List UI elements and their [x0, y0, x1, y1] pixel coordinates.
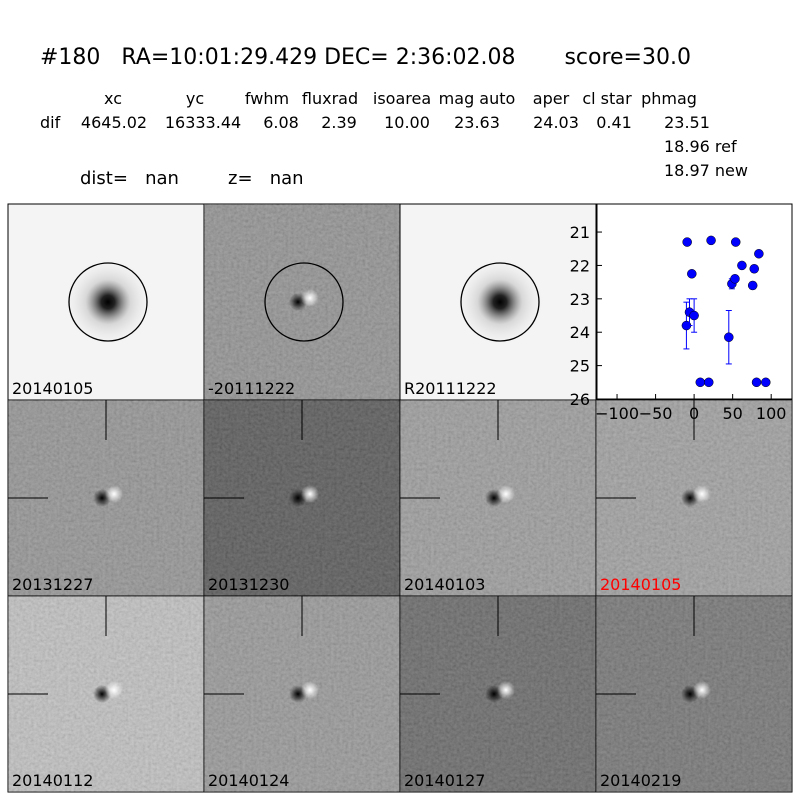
stamp-label: 20140105 — [12, 379, 93, 398]
cell: 24.03 — [533, 113, 579, 132]
stamp-label: 20131230 — [208, 575, 289, 594]
y-tick-label: 24 — [570, 323, 590, 342]
source — [63, 257, 153, 347]
stamp-label: 20140127 — [404, 771, 485, 790]
point — [761, 377, 771, 388]
phmag-extra: 18.96 ref — [664, 137, 737, 156]
dipole-light — [301, 485, 319, 503]
title: #180 RA=10:01:29.429 DEC= 2:36:02.08 sco… — [40, 45, 691, 70]
column-header: cl star — [582, 89, 632, 108]
point — [730, 274, 740, 284]
cell: 6.08 — [263, 113, 299, 132]
source — [455, 257, 545, 347]
cell: 23.51 — [664, 113, 710, 132]
y-tick-label: 26 — [570, 390, 590, 409]
stamp-label: 20131227 — [12, 575, 93, 594]
phmag-extra: 18.97 new — [664, 161, 748, 180]
aperture — [68, 262, 148, 342]
point — [706, 235, 716, 246]
x-tick-label: 100 — [756, 404, 787, 423]
point — [695, 377, 706, 388]
aperture — [460, 262, 540, 342]
point — [724, 332, 734, 342]
dipole-light — [301, 289, 319, 307]
redshift: z= nan — [228, 168, 304, 189]
x-tick-label: −50 — [639, 404, 673, 423]
point — [737, 260, 747, 271]
dipole-light — [497, 485, 515, 503]
point — [687, 269, 697, 279]
y-tick-label: 23 — [570, 290, 590, 309]
dipole-light — [497, 681, 515, 699]
column-header: aper — [533, 89, 570, 108]
stamp-grid: 20140105 -20111222 R20111222 20131227 201312… — [7, 203, 793, 793]
cell: 23.63 — [454, 113, 500, 132]
cell: 4645.02 — [81, 113, 147, 132]
point — [749, 264, 759, 274]
column-header: fwhm — [245, 89, 289, 108]
point — [747, 280, 758, 291]
x-tick-label: 50 — [722, 404, 742, 423]
y-tick-label: 21 — [570, 223, 590, 242]
point — [689, 310, 699, 321]
x-tick-label: 0 — [689, 404, 699, 423]
column-header: mag auto — [439, 89, 516, 108]
dipole-light — [693, 681, 711, 699]
column-header: isoarea — [373, 89, 431, 108]
stamp-label: 20140219 — [600, 771, 681, 790]
row-label: dif — [40, 113, 61, 132]
cell: 2.39 — [321, 113, 357, 132]
stamp-label: -20111222 — [208, 379, 295, 398]
stamp-label: 20140103 — [404, 575, 485, 594]
dipole-light — [693, 485, 711, 503]
y-tick-label: 22 — [570, 256, 590, 275]
stamp-label: 20140124 — [208, 771, 289, 790]
dist: dist= nan — [80, 168, 179, 189]
light-curve: 21 22 23 24 25 26 −100 −50 0 50 100 — [570, 203, 793, 423]
stamp-label: 20140112 — [12, 771, 93, 790]
column-header: phmag — [641, 89, 697, 108]
stamp-label: 20140105 — [600, 575, 681, 594]
dipole-light — [105, 485, 123, 503]
point — [682, 237, 692, 247]
point — [754, 249, 764, 259]
cell: 0.41 — [596, 113, 632, 132]
column-header: fluxrad — [302, 89, 358, 108]
x-tick-label: −100 — [595, 404, 639, 423]
stamp-label: R20111222 — [404, 379, 497, 398]
column-header: yc — [186, 89, 204, 108]
point — [751, 377, 762, 388]
cell: 16333.44 — [165, 113, 241, 132]
column-header: xc — [104, 89, 122, 108]
dipole-light — [301, 681, 319, 699]
y-tick-label: 25 — [570, 357, 590, 376]
aperture — [264, 262, 344, 342]
cell: 10.00 — [384, 113, 430, 132]
dipole-light — [105, 681, 123, 699]
point — [730, 237, 741, 247]
point — [704, 377, 714, 388]
